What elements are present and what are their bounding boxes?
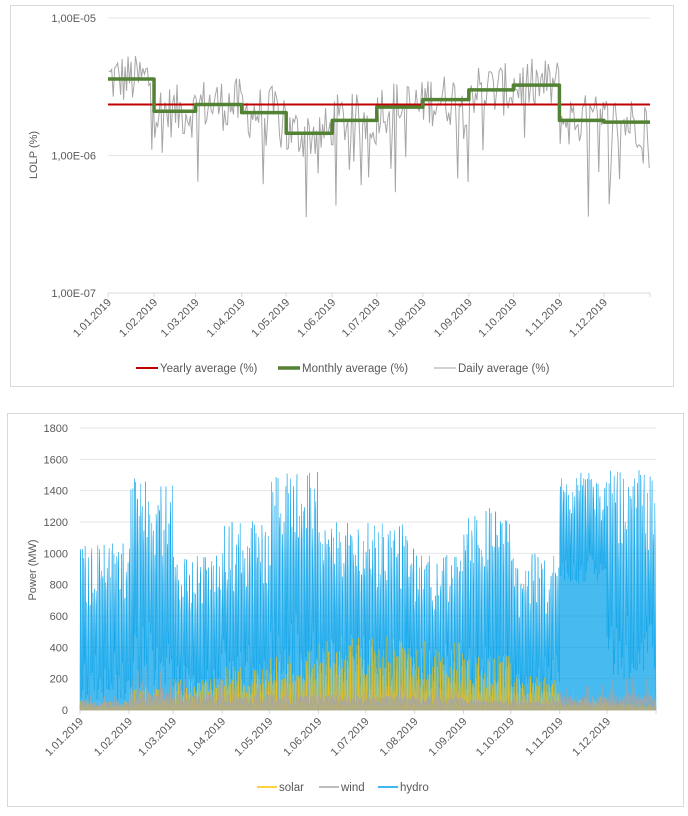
lolp-y-tick-label: 1,00E-07 xyxy=(51,288,96,300)
lolp-y-axis-title: LOLP (%) xyxy=(28,131,40,179)
power-x-tick-label: 1.04.2019 xyxy=(185,716,228,759)
power-x-tick-label: 1.05.2019 xyxy=(232,716,275,759)
power-x-tick-label: 1.03.2019 xyxy=(136,716,179,759)
hydro-area xyxy=(79,470,657,711)
power-x-tick-label: 1.01.2019 xyxy=(43,716,86,759)
power-y-tick-label: 1600 xyxy=(44,454,68,466)
lolp-chart: 1,00E-051,00E-061,00E-07 1.01.2019 1.02.2… xyxy=(28,13,651,375)
power-x-tick-label: 1.10.2019 xyxy=(474,716,517,759)
power-x-tick-label: 1.07.2019 xyxy=(329,716,372,759)
power-x-tick-label: 1.09.2019 xyxy=(427,716,470,759)
power-x-tick-label: 1.08.2019 xyxy=(378,716,421,759)
power-legend-label-hydro: hydro xyxy=(400,782,429,794)
power-x-tick-label: 1.02.2019 xyxy=(92,716,135,759)
power-y-tick-label: 800 xyxy=(50,580,68,592)
lolp-y-tick-label: 1,00E-05 xyxy=(51,13,96,25)
power-y-tick-label: 0 xyxy=(62,705,68,717)
power-legend-label-solar: solar xyxy=(279,782,304,794)
power-y-tick-label: 400 xyxy=(50,642,68,654)
power-legend-label-wind: wind xyxy=(340,782,365,794)
wind-area xyxy=(79,670,657,711)
power-x-tick-label: 1.06.2019 xyxy=(281,716,324,759)
power-y-tick-label: 1200 xyxy=(44,517,68,529)
lolp-legend-label-0: Yearly average (%) xyxy=(160,363,258,375)
power-y-tick-label: 200 xyxy=(50,674,68,686)
power-x-tick-label: 1.11.2019 xyxy=(523,716,566,759)
lolp-chart-frame xyxy=(10,5,674,387)
power-y-tick-label: 1800 xyxy=(44,423,68,435)
power-x-tick-label: 1.12.2019 xyxy=(570,716,613,759)
power-y-tick-label: 600 xyxy=(50,611,68,623)
lolp-legend-label-2: Daily average (%) xyxy=(458,363,550,375)
power-y-axis-title: Power (MW) xyxy=(27,539,39,600)
power-y-tick-label: 1000 xyxy=(44,548,68,560)
lolp-legend-label-1: Monthly average (%) xyxy=(302,363,408,375)
power-y-tick-label: 1400 xyxy=(44,486,68,498)
lolp-y-tick-label: 1,00E-06 xyxy=(51,151,96,163)
monthly-average-line xyxy=(108,77,650,136)
